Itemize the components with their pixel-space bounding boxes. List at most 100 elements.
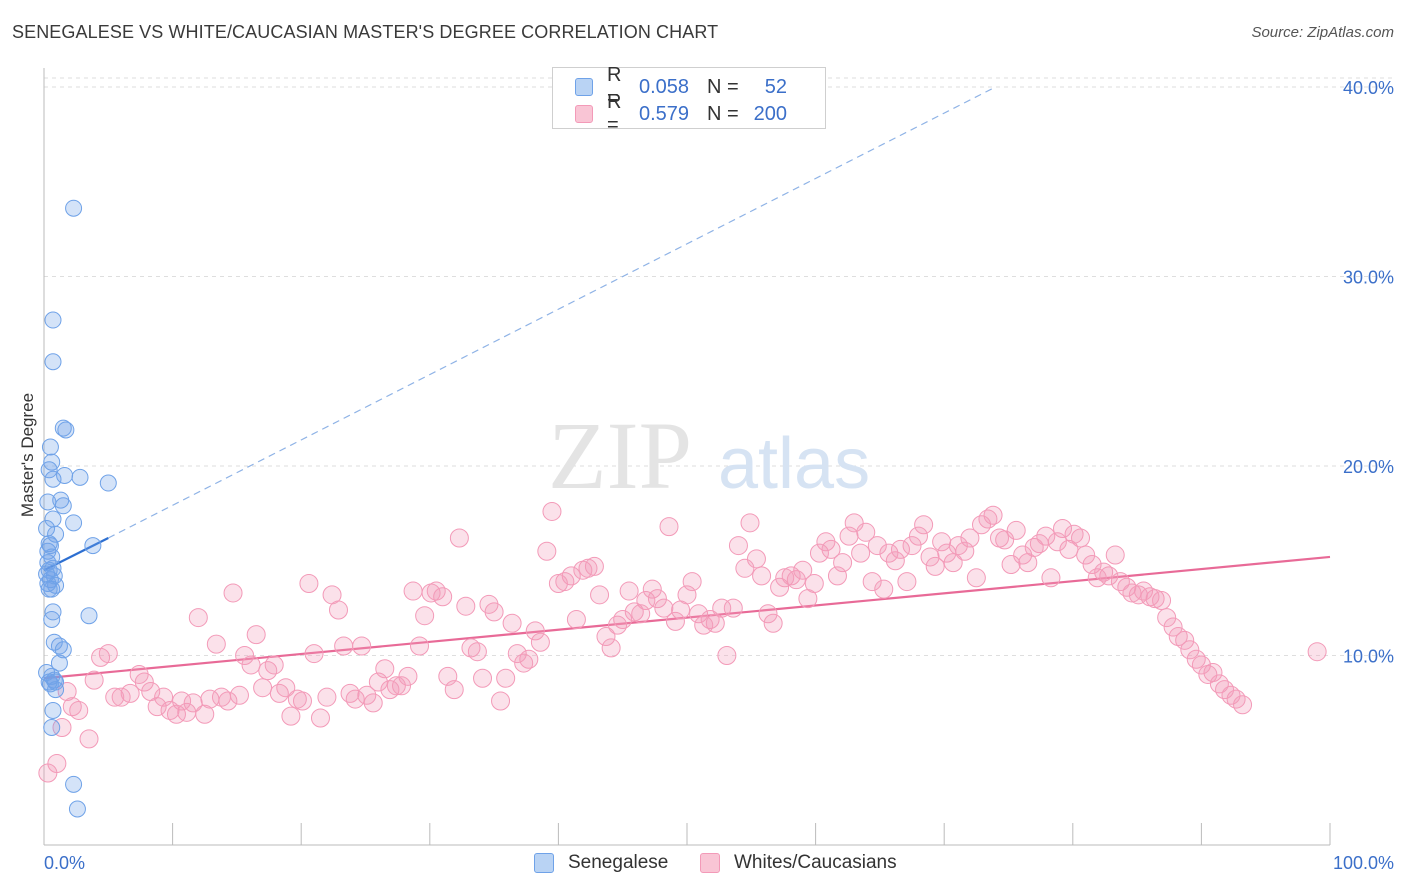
- whites-point: [584, 556, 604, 576]
- whites-point: [914, 515, 934, 535]
- whites-point: [885, 551, 905, 571]
- whites-point: [410, 636, 430, 656]
- senegalese-point: [44, 701, 62, 719]
- whites-point: [496, 668, 516, 688]
- whites-point: [867, 536, 887, 556]
- senegalese-point: [40, 580, 58, 598]
- senegalese-point: [54, 419, 72, 437]
- whites-point: [79, 729, 99, 749]
- whites-point: [363, 693, 383, 713]
- senegalese-point: [84, 537, 102, 555]
- whites-point: [1094, 562, 1114, 582]
- axes: [43, 68, 1331, 846]
- whites-point: [456, 596, 476, 616]
- whites-point: [613, 609, 633, 629]
- senegalese-label: Senegalese: [568, 852, 669, 873]
- whites-point: [682, 572, 702, 592]
- whites-point: [292, 691, 312, 711]
- whites-point: [223, 583, 243, 603]
- data-points: [38, 199, 1327, 818]
- whites-point: [317, 687, 337, 707]
- whites-point: [578, 558, 598, 578]
- whites-point: [689, 604, 709, 624]
- senegalese-point: [68, 800, 86, 818]
- whites-point: [763, 613, 783, 633]
- whites-point: [654, 598, 674, 618]
- whites-point: [147, 697, 167, 717]
- whites-point: [1152, 591, 1172, 611]
- y-tick-label: 10.0%: [1343, 646, 1394, 666]
- senegalese-point: [65, 775, 83, 793]
- senegalese-swatch: [575, 78, 593, 96]
- whites-point: [491, 691, 511, 711]
- whites-point: [281, 706, 301, 726]
- whites-point: [398, 666, 418, 686]
- whites-point: [960, 528, 980, 548]
- whites-point: [253, 678, 273, 698]
- whites-point: [415, 606, 435, 626]
- whites-point: [134, 672, 154, 692]
- whites-point: [514, 653, 534, 673]
- whites-point: [712, 598, 732, 618]
- senegalese-point: [41, 438, 59, 456]
- senegalese-point: [40, 461, 58, 479]
- senegalese-point: [44, 311, 62, 329]
- r-value: 0.058: [639, 75, 690, 98]
- senegalese-point: [43, 610, 61, 628]
- whites-point: [542, 501, 562, 521]
- whites-point: [1076, 545, 1096, 565]
- series-legend: Senegalese Whites/Caucasians: [0, 852, 1406, 876]
- whites-point: [98, 644, 118, 664]
- whites-point: [1041, 568, 1061, 588]
- whites-point: [502, 613, 522, 633]
- whites-point: [530, 632, 550, 652]
- whites-point: [775, 568, 795, 588]
- senegalese-swatch: [534, 853, 554, 873]
- whites-point: [624, 602, 644, 622]
- senegalese-point: [47, 525, 65, 543]
- whites-point: [69, 700, 89, 720]
- whites-point: [897, 572, 917, 592]
- whites-point: [84, 670, 104, 690]
- whites-point: [1163, 617, 1183, 637]
- whites-point: [752, 566, 772, 586]
- whites-point: [1233, 695, 1253, 715]
- whites-point: [105, 687, 125, 707]
- whites-point: [561, 566, 581, 586]
- whites-point: [833, 553, 853, 573]
- whites-point: [619, 581, 639, 601]
- whites-point: [47, 754, 67, 774]
- whites-point: [758, 604, 778, 624]
- senegalese-point: [54, 641, 72, 659]
- whites-point: [507, 644, 527, 664]
- whites-point: [229, 685, 249, 705]
- whites-point: [1006, 520, 1026, 540]
- whites-point: [723, 598, 743, 618]
- whites-point: [1168, 627, 1188, 647]
- whites-trend-line: [43, 555, 1331, 680]
- whites-point: [392, 676, 412, 696]
- tick-labels: 10.0% 20.0% 30.0% 40.0% 0.0% 100.0%: [44, 78, 1394, 873]
- stats-legend: R = 0.058 N = 52 R = 0.579 N = 200: [552, 64, 826, 136]
- whites-point: [659, 517, 679, 537]
- whites-point: [740, 513, 760, 533]
- senegalese-point: [44, 353, 62, 371]
- chart-title: SENEGALESE VS WHITE/CAUCASIAN MASTER'S D…: [12, 22, 719, 42]
- whites-point: [172, 691, 192, 711]
- r-value: 0.579: [639, 102, 690, 125]
- watermark-atlas: atlas: [718, 424, 870, 504]
- whites-point: [590, 585, 610, 605]
- senegalese-point: [50, 654, 68, 672]
- senegalese-point: [65, 199, 83, 217]
- whites-swatch: [575, 105, 593, 123]
- senegalese-point: [38, 664, 56, 682]
- x-tick-label: 0.0%: [44, 853, 85, 873]
- source-label: Source: ZipAtlas.com: [1251, 24, 1394, 41]
- whites-point: [728, 536, 748, 556]
- whites-point: [793, 560, 813, 580]
- whites-point: [821, 539, 841, 559]
- whites-point: [340, 683, 360, 703]
- senegalese-point: [65, 514, 83, 532]
- whites-point: [537, 541, 557, 561]
